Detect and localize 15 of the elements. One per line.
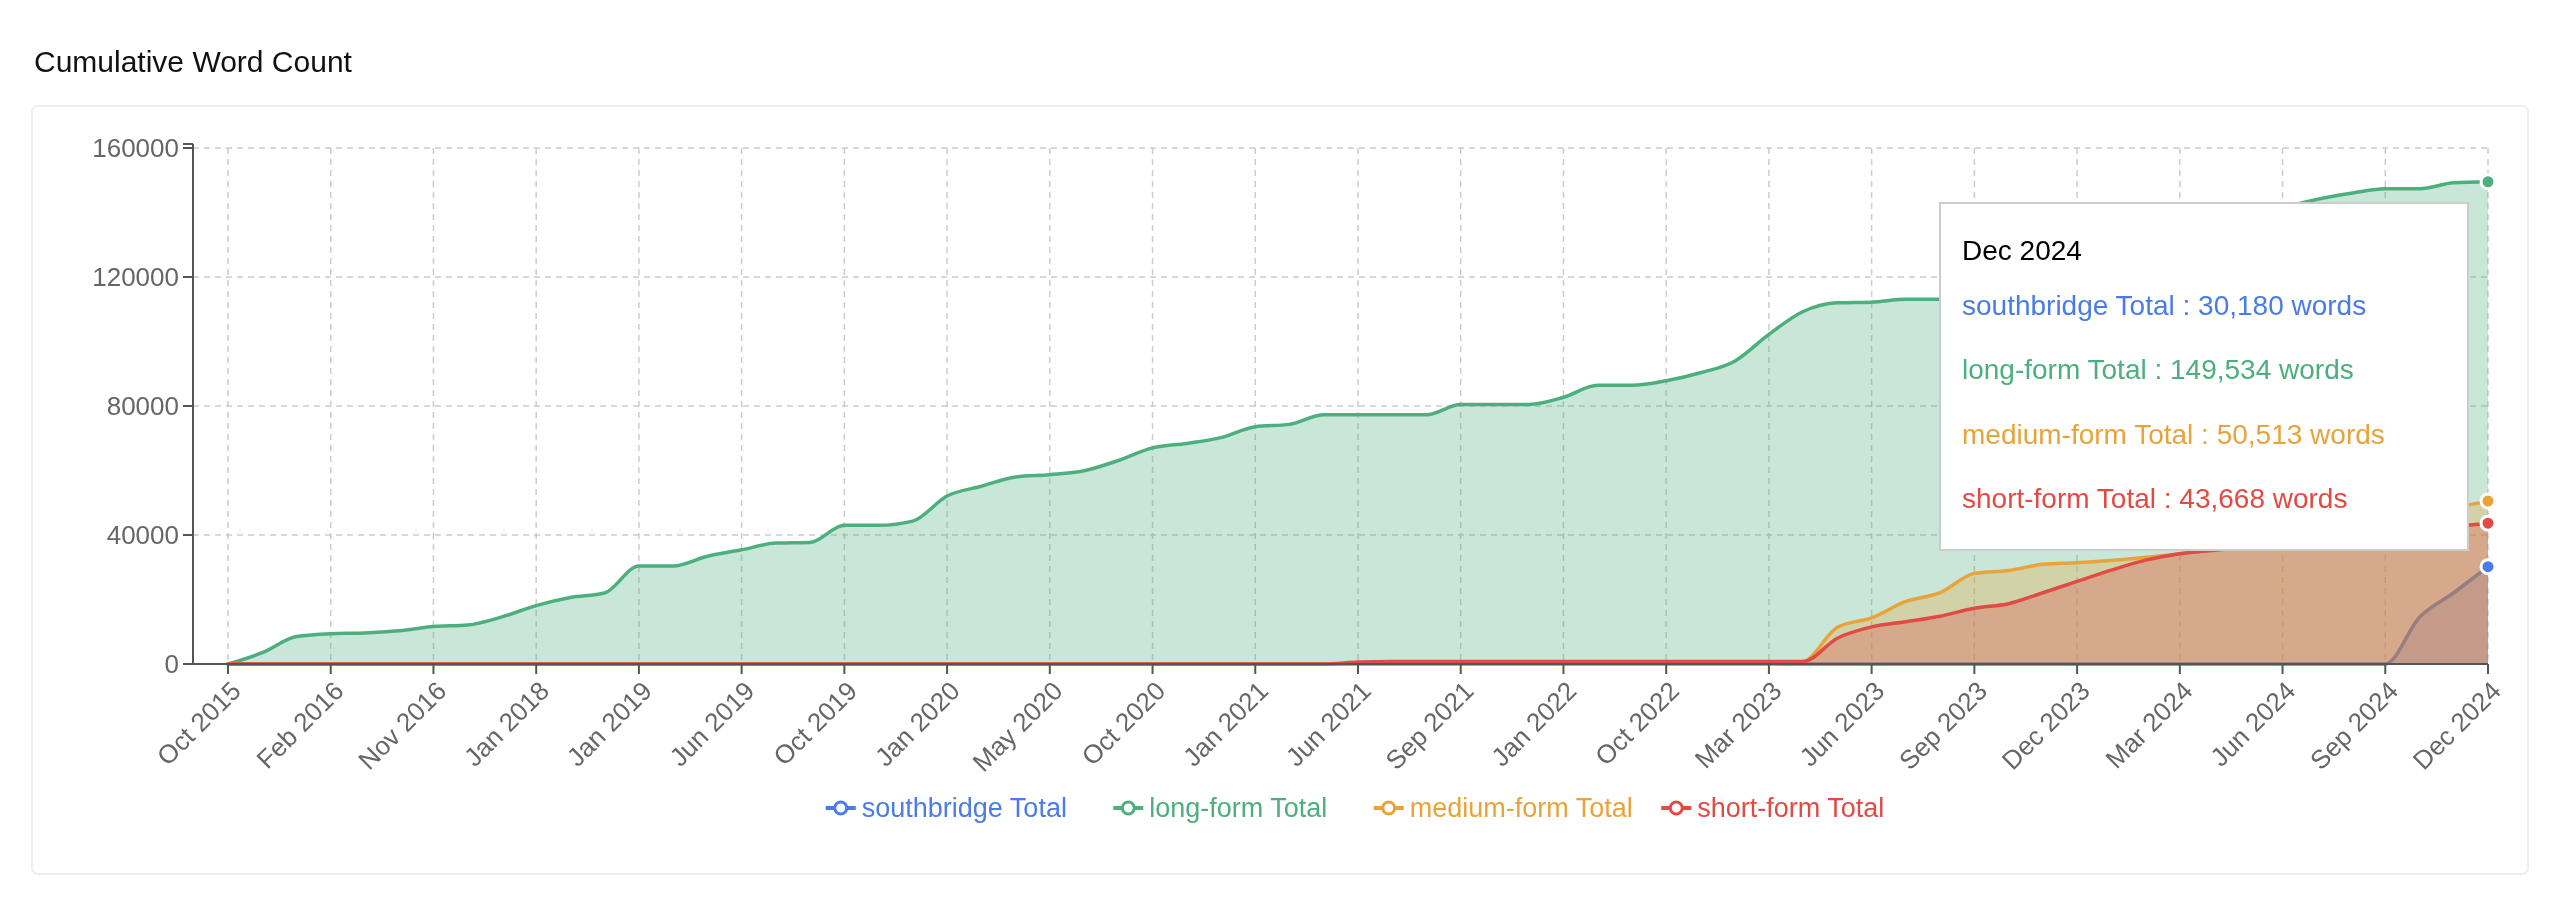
y-tick-label: 80000 bbox=[106, 391, 179, 422]
y-tick-label: 0 bbox=[164, 649, 179, 680]
annotation: short-form Total : 43,668 words bbox=[1962, 482, 2348, 514]
legend-label: long-form Total bbox=[1149, 793, 1328, 824]
y-tick-label: 160000 bbox=[92, 133, 179, 164]
annotation: medium-form Total : 50,513 words bbox=[1962, 418, 2385, 450]
legend-label: short-form Total bbox=[1697, 793, 1885, 824]
annotation: Dec 2024 bbox=[1962, 235, 2082, 266]
legend-label: medium-form Total bbox=[1409, 793, 1633, 824]
y-tick-label: 40000 bbox=[106, 520, 179, 551]
legend-label: southbridge Total bbox=[861, 793, 1067, 824]
y-tick-label: 120000 bbox=[92, 262, 179, 293]
chart-title: Cumulative Word Count bbox=[34, 45, 353, 78]
annotation: southbridge Total : 30,180 words bbox=[1962, 290, 2367, 321]
annotation: long-form Total : 149,534 words bbox=[1962, 354, 2354, 386]
